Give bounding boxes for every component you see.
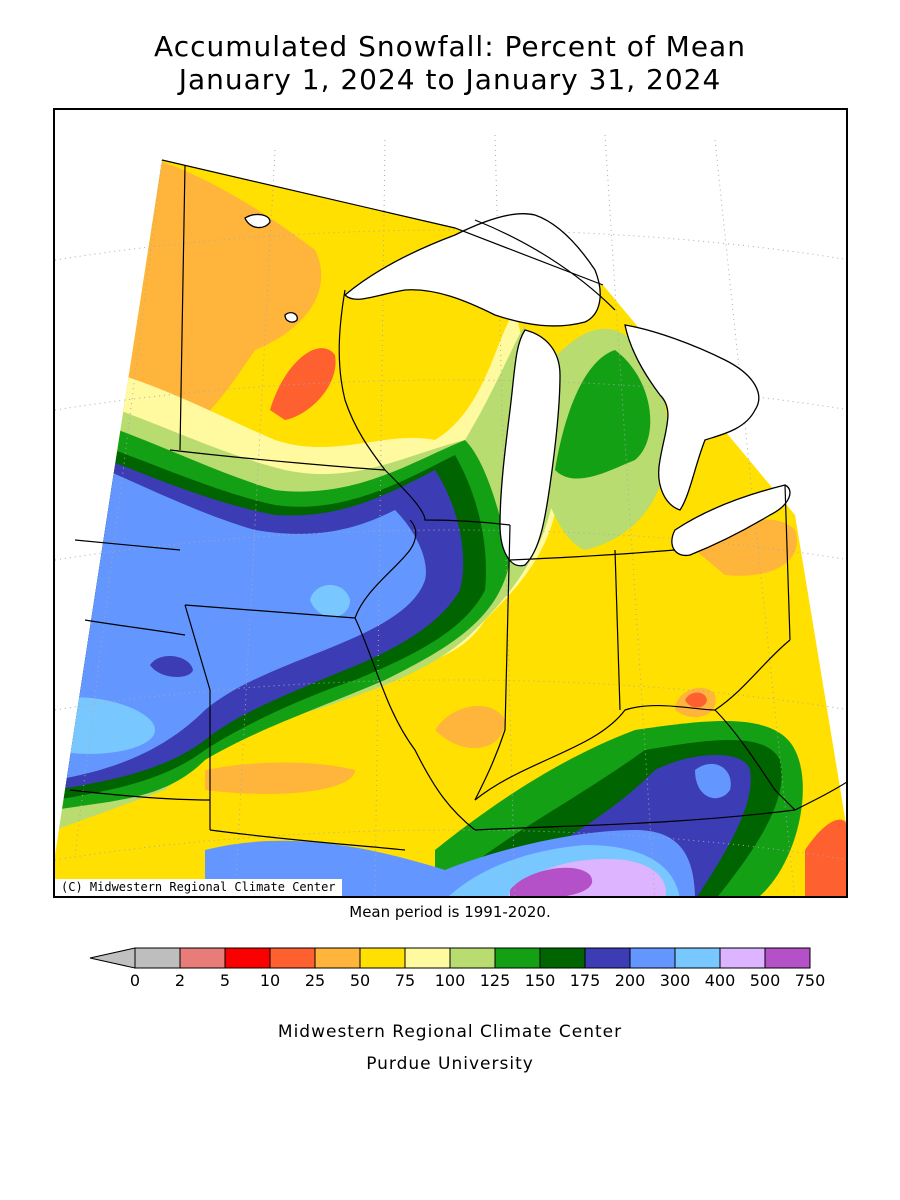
legend-tick-label: 10 bbox=[260, 971, 280, 990]
border-ky-tn bbox=[474, 809, 796, 831]
map-title-line-1: Accumulated Snowfall: Percent of Mean bbox=[154, 30, 746, 63]
border-il-mo bbox=[354, 617, 476, 831]
legend-tick-label: 25 bbox=[305, 971, 325, 990]
color-legend: 0 2 5 10 25 50 75 100 125 150 175 200 300 400 500 750 bbox=[89, 947, 825, 990]
fill-band-10-25 bbox=[270, 348, 336, 420]
legend-swatch bbox=[179, 947, 226, 969]
legend-tick-label: 300 bbox=[660, 971, 691, 990]
legend-swatch bbox=[719, 947, 766, 969]
fill-band-500-750 bbox=[510, 867, 592, 896]
legend-tick-label: 0 bbox=[130, 971, 140, 990]
legend-swatch bbox=[449, 947, 496, 969]
lake-of-the-woods bbox=[244, 213, 271, 229]
mean-period-note: Mean period is 1991-2020. bbox=[349, 903, 551, 921]
legend-tick-label: 100 bbox=[435, 971, 466, 990]
legend-tick-label: 400 bbox=[705, 971, 736, 990]
legend-swatch bbox=[224, 947, 271, 969]
legend-swatch bbox=[584, 947, 631, 969]
legend-tick-label: 50 bbox=[350, 971, 370, 990]
fill-band-5-10 bbox=[55, 271, 91, 303]
legend-tick-label: 5 bbox=[220, 971, 230, 990]
fill-band-300-400 bbox=[55, 697, 155, 754]
legend-swatch bbox=[764, 947, 811, 969]
border-mn-nd bbox=[179, 164, 186, 451]
map-canvas bbox=[55, 134, 846, 896]
footer-university: Purdue University bbox=[366, 1054, 534, 1074]
lake-superior bbox=[344, 213, 601, 327]
legend-swatch bbox=[269, 947, 316, 969]
legend-under-arrow bbox=[89, 947, 136, 969]
legend-tick-label: 175 bbox=[570, 971, 601, 990]
copyright-label: (C) Midwestern Regional Climate Center bbox=[55, 879, 342, 896]
border-in-oh bbox=[614, 549, 621, 711]
fill-band-125-150 bbox=[555, 350, 651, 479]
legend-tick-label: 750 bbox=[795, 971, 826, 990]
border-ne-ks bbox=[69, 789, 211, 801]
legend-swatch bbox=[629, 947, 676, 969]
legend-swatch bbox=[404, 947, 451, 969]
legend-tick-label: 150 bbox=[525, 971, 556, 990]
border-sd-ne bbox=[84, 619, 186, 636]
great-lakes bbox=[244, 213, 791, 567]
border-mi-in-oh bbox=[509, 549, 676, 561]
map-title-line-2: January 1, 2024 to January 31, 2024 bbox=[178, 63, 722, 96]
snowfall-map: (C) Midwestern Regional Climate Center bbox=[53, 108, 848, 898]
lake-michigan bbox=[499, 329, 561, 567]
fill-band-300-400 bbox=[310, 585, 350, 617]
border-mo-ar bbox=[209, 829, 406, 851]
legend-swatch bbox=[314, 947, 361, 969]
legend-swatch bbox=[359, 947, 406, 969]
footer-organization: Midwestern Regional Climate Center bbox=[277, 1022, 623, 1042]
legend-swatch bbox=[674, 947, 721, 969]
border-nd-sd bbox=[74, 539, 181, 551]
state-borders bbox=[69, 164, 846, 851]
border-va-ky bbox=[714, 709, 796, 811]
border-ky-oh bbox=[474, 704, 716, 801]
legend-tick-label: 75 bbox=[395, 971, 415, 990]
border-oh-wv bbox=[714, 639, 791, 711]
lake-huron bbox=[624, 324, 760, 511]
legend-tick-label: 2 bbox=[175, 971, 185, 990]
border-mo-ks bbox=[184, 604, 211, 830]
border-wi-ia-il bbox=[384, 469, 511, 526]
border-ia-mo bbox=[184, 604, 356, 619]
lake-erie bbox=[671, 484, 791, 557]
fill-band-25-50 bbox=[435, 706, 505, 749]
fill-band-200-300 bbox=[695, 763, 731, 799]
border-ia-il bbox=[354, 519, 417, 619]
legend-tick-labels: 0 2 5 10 25 50 75 100 125 150 175 200 300 400 500 750 bbox=[130, 971, 825, 990]
legend-swatch bbox=[494, 947, 541, 969]
map-domain-outline bbox=[161, 159, 604, 286]
fill-band-25-50 bbox=[205, 762, 355, 794]
border-tn-va-nc bbox=[794, 781, 846, 811]
lake-red-lakes bbox=[284, 312, 298, 323]
legend-tick-label: 200 bbox=[615, 971, 646, 990]
border-mn-wi bbox=[338, 289, 386, 471]
legend-tick-label: 125 bbox=[480, 971, 511, 990]
legend-swatch bbox=[134, 947, 181, 969]
fill-band-200-300 bbox=[55, 450, 426, 780]
border-oh-pa bbox=[784, 484, 791, 641]
border-il-in bbox=[474, 524, 511, 801]
fill-band-10-25 bbox=[55, 250, 135, 340]
lat-lon-grid bbox=[55, 134, 846, 896]
legend-swatches bbox=[89, 947, 811, 969]
fill-band-10-25 bbox=[685, 692, 707, 708]
fill-band-175-200 bbox=[150, 655, 193, 677]
legend-swatch bbox=[539, 947, 586, 969]
border-mn-ia bbox=[169, 449, 386, 471]
fill-band-10-25 bbox=[805, 819, 846, 896]
legend-tick-label: 500 bbox=[750, 971, 781, 990]
border-mi-upper bbox=[474, 219, 616, 311]
